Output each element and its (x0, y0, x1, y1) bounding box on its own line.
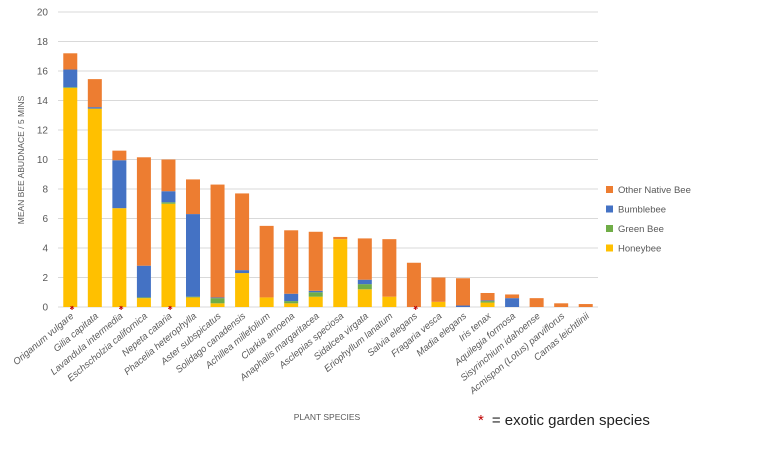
bar-segment-other-native-bee (333, 236, 348, 240)
note-text: = exotic garden species (491, 412, 650, 429)
bar-segment-honeybee (136, 298, 151, 307)
bar-segment-other-native-bee (505, 294, 520, 299)
bar-segment-other-native-bee (63, 53, 78, 70)
bar-segment-other-native-bee (480, 292, 495, 301)
bar-segment-bumblebee (284, 293, 299, 302)
x-axis-label: PLANT SPECIES (294, 412, 361, 422)
bar-segment-other-native-bee (259, 225, 274, 298)
legend-label: Bumblebee (618, 205, 666, 216)
bar-segment-honeybee (259, 297, 274, 307)
y-tick-label: 2 (42, 273, 48, 284)
bar-segment-other-native-bee (308, 231, 323, 291)
bar-segment-honeybee (333, 239, 348, 307)
bar-segment-bumblebee (505, 298, 520, 307)
bar-segment-bumblebee (210, 297, 225, 299)
bar-segment-other-native-bee (161, 159, 176, 192)
y-tick-label: 12 (37, 126, 49, 137)
bar-segment-green-bee (186, 296, 200, 298)
bar-segment-other-native-bee (357, 238, 372, 280)
bar-segment-honeybee (210, 303, 225, 307)
legend-swatch (606, 244, 613, 252)
legend-label: Other Native Bee (618, 185, 691, 196)
bar-segment-other-native-bee (112, 150, 127, 161)
y-tick-label: 10 (37, 155, 49, 166)
exotic-species-note: * = exotic garden species (478, 412, 650, 429)
bar-segment-honeybee (431, 301, 446, 307)
bar-segment-honeybee (186, 297, 200, 307)
bar-segment-green-bee (308, 292, 323, 297)
bar-segment-honeybee (382, 296, 397, 307)
y-tick-label: 16 (37, 67, 49, 78)
bar-segment-bumblebee (186, 214, 200, 297)
bar-segment-honeybee (161, 203, 176, 307)
bar-segment-green-bee (161, 202, 176, 204)
bar-segment-bumblebee (112, 160, 127, 209)
bar-segment-bumblebee (136, 265, 151, 298)
legend-swatch (606, 225, 613, 232)
x-axis-labels: Origanum vulgare*Gilia capitataLavandula… (11, 303, 592, 397)
bar-segment-other-native-bee (87, 79, 102, 108)
bar-segment-honeybee (235, 273, 250, 307)
bar-segment-other-native-bee (554, 303, 569, 307)
bar-segment-other-native-bee (382, 239, 397, 297)
bar-segment-bumblebee (480, 300, 495, 302)
bar-segment-green-bee (284, 301, 299, 304)
bar-segment-other-native-bee (210, 184, 225, 298)
bar-segment-other-native-bee (529, 298, 544, 307)
bars (63, 53, 593, 308)
bar-segment-other-native-bee (186, 179, 200, 215)
y-tick-label: 6 (42, 214, 48, 225)
bar-segment-bumblebee (87, 107, 102, 109)
bar-segment-bumblebee (235, 270, 250, 274)
bar-segment-honeybee (63, 87, 78, 308)
bar-segment-green-bee (480, 301, 495, 303)
exotic-asterisk-icon: * (166, 303, 178, 315)
bar-segment-other-native-bee (456, 278, 470, 306)
legend-label: Honeybee (618, 244, 661, 255)
bar-segment-other-native-bee (406, 262, 421, 307)
y-tick-label: 4 (42, 244, 48, 255)
y-tick-label: 20 (37, 8, 49, 19)
bar-segment-bumblebee (456, 305, 470, 307)
bar-segment-honeybee (112, 208, 127, 307)
bar-segment-green-bee (210, 298, 225, 304)
exotic-asterisk-icon: * (68, 303, 80, 315)
legend: Other Native Bee Bumblebee Green Bee Honeyb… (606, 185, 691, 255)
y-tick-label: 8 (42, 185, 48, 196)
bar-segment-green-bee (357, 284, 372, 290)
bar-segment-bumblebee (357, 279, 372, 285)
bar-segment-other-native-bee (235, 193, 250, 271)
bar-segment-honeybee (357, 289, 372, 307)
bar-segment-bumblebee (63, 69, 78, 88)
legend-swatch (606, 186, 613, 193)
legend-swatch (606, 205, 613, 213)
y-axis-label: MEAN BEE ABUDNACE / 5 MINS (16, 95, 26, 224)
y-tick-label: 14 (37, 96, 49, 107)
bar-segment-honeybee (308, 296, 323, 307)
bar-segment-other-native-bee (578, 304, 593, 307)
legend-label: Green Bee (618, 224, 664, 235)
bar-segment-honeybee (87, 108, 102, 307)
y-tick-label: 18 (37, 37, 49, 48)
bar-segment-green-bee (63, 87, 78, 88)
bar-segment-other-native-bee (431, 277, 446, 302)
bar-segment-green-bee (136, 297, 151, 299)
bar-segment-bumblebee (308, 290, 323, 293)
exotic-asterisk-icon: * (412, 303, 424, 315)
bar-segment-other-native-bee (284, 230, 299, 294)
y-tick-label: 0 (42, 303, 48, 314)
bar-segment-other-native-bee (136, 157, 151, 266)
bar-segment-honeybee (284, 303, 299, 307)
exotic-asterisk-icon: * (478, 412, 484, 429)
exotic-asterisk-icon: * (117, 303, 129, 315)
y-axis-ticks: 0 2 4 6 8 10 12 14 16 18 20 (37, 8, 49, 314)
bar-segment-bumblebee (161, 191, 176, 203)
bar-segment-honeybee (480, 302, 495, 307)
